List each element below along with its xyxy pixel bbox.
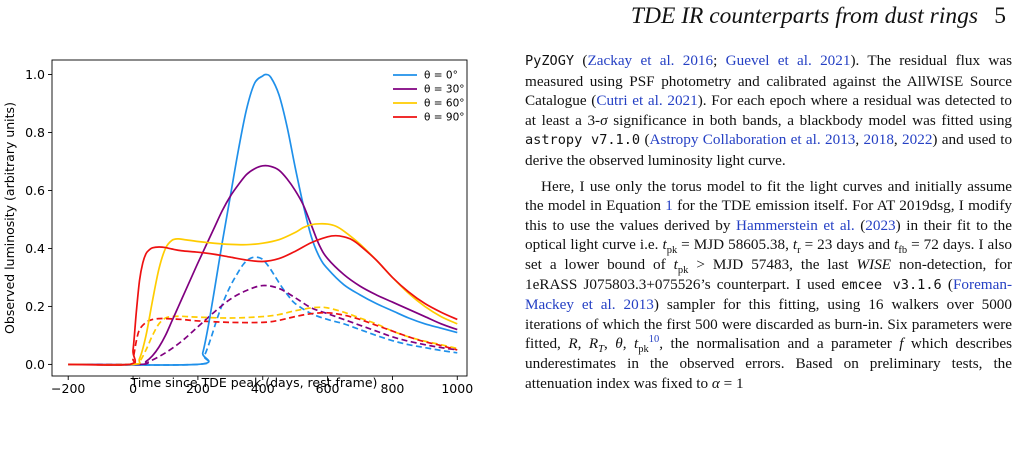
math-symbol: R xyxy=(588,335,599,353)
axis-ticks: −200 0 200 400 600 800 1000 0.0 0.2 0.4 0.6 0.8 1.0 xyxy=(25,67,473,396)
text-span: , xyxy=(622,335,634,353)
math-subscript: pk xyxy=(666,245,678,257)
math-subscript: pk xyxy=(638,344,649,356)
text-span: which describes underestimates in the ob… xyxy=(525,335,1013,392)
series-layer xyxy=(68,73,458,366)
x-axis-label: Time since TDE peak (days, rest frame) xyxy=(130,375,378,390)
math-symbol: t xyxy=(662,236,667,254)
text-span: > MJD 57483, the last xyxy=(688,255,857,273)
text-span: , xyxy=(577,335,589,353)
text-span: , xyxy=(855,131,864,149)
math-symbol: σ xyxy=(600,111,608,129)
citation-link[interactable]: Guevel et al. 2021 xyxy=(725,52,851,69)
series-line-1-solid xyxy=(68,164,458,366)
text-span: ; xyxy=(713,52,726,69)
legend-label: θ = 30° xyxy=(424,84,465,96)
math-subscript: pk xyxy=(677,264,689,276)
figure-light-curves: −200 0 200 400 600 800 1000 0.0 0.2 0.4 0.6 0.8 1.0 … xyxy=(0,0,480,464)
text-span: for the TDE emission itself. For AT 2019… xyxy=(525,197,1013,234)
text-span: ) in their fit to the optical light curv… xyxy=(525,216,1012,254)
y-tick-label: 0.6 xyxy=(25,183,45,198)
math-symbol: t xyxy=(673,255,678,273)
code-astropy: astropy v7.1.0 xyxy=(525,132,641,149)
y-tick-label: 1.0 xyxy=(25,67,45,82)
math-symbol: R xyxy=(568,335,578,353)
x-tick-label: −200 xyxy=(51,381,85,396)
text-span: ) sampler for this fitting, using 16 wal… xyxy=(525,296,1012,353)
code-emcee: emcee v3.1.6 xyxy=(841,276,942,293)
citation-link[interactable]: 2022 xyxy=(902,131,933,149)
citation-link[interactable]: Foreman-Mackey et al. 2013 xyxy=(525,275,1013,314)
series-line-5-dashed xyxy=(68,284,458,366)
text-span: ( xyxy=(941,275,953,293)
mission-name: WISE xyxy=(856,255,892,273)
equation-link[interactable]: 1 xyxy=(665,197,673,215)
x-tick-label: 200 xyxy=(186,381,210,396)
text-span: , the normalisation and a parameter xyxy=(659,335,900,353)
series-line-6-dashed xyxy=(68,306,458,366)
math-symbol: t xyxy=(633,335,639,353)
x-tick-label: 0 xyxy=(129,381,137,396)
plot-frame xyxy=(51,59,468,377)
page-header: TDE IR counterparts from dust rings 5 xyxy=(530,3,1012,43)
y-axis-label: Observed luminosity (arbitrary units) xyxy=(2,102,17,334)
citation-link[interactable]: 2018 xyxy=(863,131,894,149)
legend-label: θ = 0° xyxy=(424,70,458,82)
citation-link[interactable]: 2023 xyxy=(865,216,896,234)
x-tick-label: 800 xyxy=(381,381,405,396)
citation-link[interactable]: Astropy Collaboration et al. 2013 xyxy=(649,131,856,149)
text-span: = 72 days. I also set a lower bound of xyxy=(525,236,1012,273)
math-subscript: T xyxy=(598,344,604,356)
math-symbol: α xyxy=(711,374,720,392)
y-tick-label: 0.0 xyxy=(25,357,45,372)
text-span: ( xyxy=(574,52,588,69)
text-span: ( xyxy=(640,131,650,149)
text-span: , xyxy=(893,131,903,149)
series-line-4-dashed xyxy=(68,256,458,366)
math-symbol: t xyxy=(792,236,798,254)
text-span: Here, I use only the torus model to fit … xyxy=(525,177,1012,215)
citation-link[interactable]: Cutri et al. 2021 xyxy=(596,92,698,110)
x-tick-label: 1000 xyxy=(441,381,473,396)
plot-area-border xyxy=(51,59,468,377)
citation-link[interactable]: Zackay et al. 2016 xyxy=(587,52,714,69)
citation-link[interactable]: Hammerstein et al. xyxy=(735,216,855,234)
running-title: TDE IR counterparts from dust rings xyxy=(630,3,978,29)
legend: θ = 0° θ = 30° θ = 60° θ = 90° xyxy=(393,70,465,124)
text-span: significance in both bands, a blackbody … xyxy=(607,111,1013,129)
math-symbol: t xyxy=(894,236,899,254)
math-symbol: f xyxy=(899,335,904,353)
legend-label: θ = 90° xyxy=(424,112,465,124)
text-span: ). The residual flux was measured using … xyxy=(525,52,1012,110)
series-line-0-solid xyxy=(68,73,458,366)
text-span: = 1 xyxy=(719,374,744,392)
light-curve-chart: −200 0 200 400 600 800 10000.00.20.40.60.81.0 … xyxy=(2,59,473,396)
math-subscript: r xyxy=(797,245,801,257)
software-name: PyZOGY xyxy=(525,53,575,69)
math-symbol: θ xyxy=(615,335,623,353)
paragraph-1: PyZOGY (Zackay et al. 2016; Guevel et al… xyxy=(525,51,1012,171)
y-tick-label: 0.2 xyxy=(25,299,45,314)
text-span: = 23 days and xyxy=(800,236,895,254)
x-tick-label: 600 xyxy=(316,381,340,396)
series-line-3-solid xyxy=(68,234,458,366)
text-span: = MJD 58605.38, xyxy=(677,236,793,254)
series-line-7-dashed xyxy=(68,311,458,366)
paragraph-2: Here, I use only the torus model to fit … xyxy=(525,177,1012,394)
y-tick-label: 0.4 xyxy=(25,241,45,256)
y-tick-label: 0.8 xyxy=(25,125,45,140)
page-number: 5 xyxy=(994,3,1006,29)
body-text: PyZOGY (Zackay et al. 2016; Guevel et al… xyxy=(525,51,1012,393)
text-span: ( xyxy=(854,216,866,234)
x-tick-label: 400 xyxy=(251,381,275,396)
text-span: non-detection, for 1eRASS J075803.3+0755… xyxy=(525,255,1013,293)
math-subscript: fb xyxy=(898,245,908,257)
footnote-link[interactable]: 10 xyxy=(648,334,660,346)
text-span: ) and used to derive the observed lumino… xyxy=(525,131,1013,169)
series-line-2-solid xyxy=(68,222,458,366)
text-span: ). For each epoch where a residual was d… xyxy=(525,92,1012,129)
legend-label: θ = 60° xyxy=(424,98,465,110)
text-span: , xyxy=(603,335,616,353)
